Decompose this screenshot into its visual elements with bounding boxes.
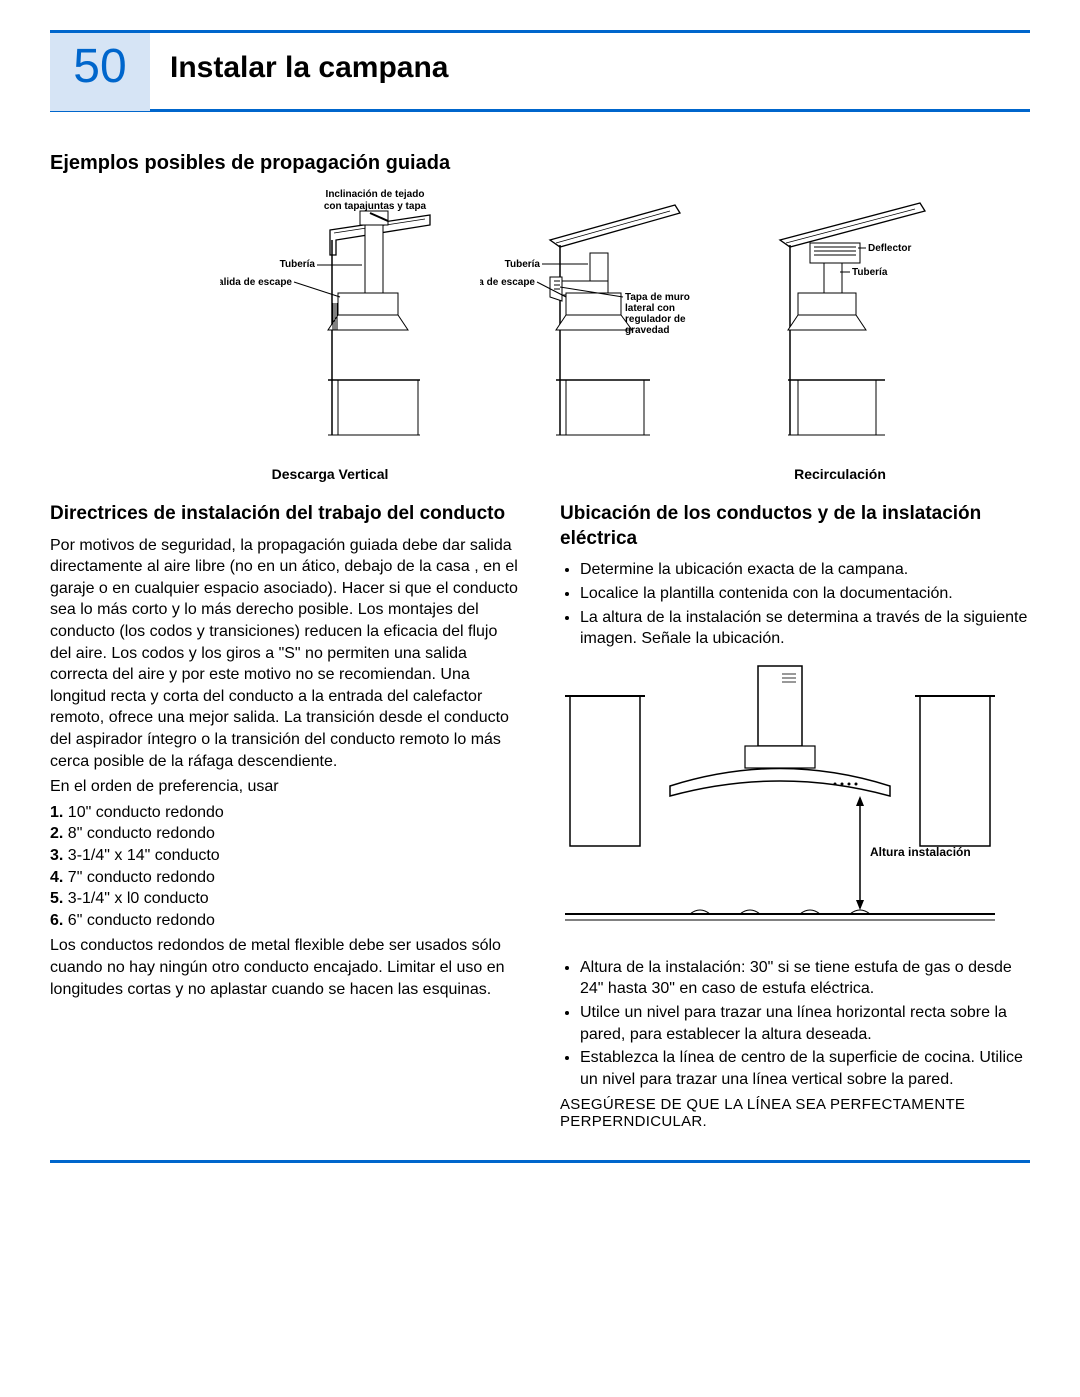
svg-text:Tapa de muro: Tapa de muro: [625, 292, 690, 303]
diagram3-caption: Recirculación: [740, 466, 940, 482]
left-para2: Los conductos redondos de metal flexible…: [50, 935, 520, 1000]
two-column-body: Directrices de instalación del trabajo d…: [50, 502, 1030, 1130]
list-text: 6" conducto redondo: [68, 912, 215, 929]
svg-text:Tubería: Tubería: [852, 267, 888, 278]
svg-text:lateral con: lateral con: [625, 303, 675, 314]
right-column: Ubicación de los conductos y de la insla…: [560, 502, 1030, 1130]
svg-text:Inclinación de tejado: Inclinación de tejado: [326, 189, 425, 200]
list-item: 5. 3-1/4" x l0 conducto: [50, 888, 520, 910]
bullet-item: Localice la plantilla contenida con la d…: [580, 583, 1030, 605]
left-heading: Directrices de instalación del trabajo d…: [50, 502, 520, 527]
list-text: 3-1/4" x 14" conducto: [68, 847, 220, 864]
diagram-recirc-svg: Deflector Tubería: [740, 185, 940, 455]
list-item: 6. 6" conducto redondo: [50, 910, 520, 932]
list-text: 8" conducto redondo: [68, 825, 215, 842]
manual-page: 50 Instalar la campana Ejemplos posibles…: [0, 0, 1080, 1203]
svg-text:Tubería: Tubería: [505, 259, 541, 270]
svg-text:Deflector: Deflector: [868, 243, 911, 254]
diagram-wallcap-svg: Tubería Salida de escape Tapa de muro la…: [480, 185, 700, 455]
diagram1-caption: Descarga Vertical: [220, 466, 440, 482]
list-item: 3. 3-1/4" x 14" conducto: [50, 845, 520, 867]
left-para1: Por motivos de seguridad, la propagación…: [50, 535, 520, 773]
bullet-item: Determine la ubicación exacta de la camp…: [580, 559, 1030, 581]
bullet-item: La altura de la instalación se determina…: [580, 607, 1030, 650]
bullet-item: Utilce un nivel para trazar una línea ho…: [580, 1002, 1030, 1045]
warning-note: ASEGÚRESE DE QUE LA LÍNEA SEA PERFECTAME…: [560, 1096, 1030, 1130]
list-item: 1. 10" conducto redondo: [50, 802, 520, 824]
svg-text:Tubería: Tubería: [280, 259, 316, 270]
diagram-recirc: Deflector Tubería Recirculación: [740, 185, 940, 482]
diagram-wallcap: Tubería Salida de escape Tapa de muro la…: [480, 185, 700, 482]
svg-text:Salida de escape: Salida de escape: [480, 277, 535, 288]
height-diagram: Altura instalación: [560, 656, 1000, 946]
bullet-item: Establezca la línea de centro de la supe…: [580, 1047, 1030, 1090]
content-area: Ejemplos posibles de propagación guiada …: [50, 112, 1030, 1130]
preference-list: 1. 10" conducto redondo 2. 8" conducto r…: [50, 802, 520, 932]
svg-text:Salida de escape: Salida de escape: [220, 277, 292, 288]
svg-text:gravedad: gravedad: [625, 325, 669, 336]
svg-text:con tapajuntas y tapa: con tapajuntas y tapa: [324, 201, 427, 212]
bullets-2: Altura de la instalación: 30" si se tien…: [560, 957, 1030, 1091]
bullet-item: Altura de la instalación: 30" si se tien…: [580, 957, 1030, 1000]
list-item: 2. 8" conducto redondo: [50, 823, 520, 845]
list-text: 7" conducto redondo: [68, 869, 215, 886]
page-title: Instalar la campana: [150, 33, 1030, 85]
page-header: 50 Instalar la campana: [50, 33, 1030, 111]
right-heading: Ubicación de los conductos y de la insla…: [560, 502, 1030, 551]
diagram-vertical: Inclinación de tejado con tapajuntas y t…: [220, 185, 440, 482]
svg-text:Altura instalación: Altura instalación: [870, 845, 971, 859]
section1-heading: Ejemplos posibles de propagación guiada: [50, 152, 1030, 175]
footer-rule: [50, 1160, 1030, 1163]
bullets-1: Determine la ubicación exacta de la camp…: [560, 559, 1030, 649]
pref-intro: En el orden de preferencia, usar: [50, 776, 520, 798]
page-number: 50: [50, 33, 150, 111]
list-text: 3-1/4" x l0 conducto: [68, 890, 209, 907]
list-item: 4. 7" conducto redondo: [50, 867, 520, 889]
svg-text:regulador de: regulador de: [625, 314, 686, 325]
diagram-row: Inclinación de tejado con tapajuntas y t…: [50, 185, 1030, 482]
list-text: 10" conducto redondo: [68, 804, 224, 821]
diagram-vertical-svg: Inclinación de tejado con tapajuntas y t…: [220, 185, 440, 455]
left-column: Directrices de instalación del trabajo d…: [50, 502, 520, 1130]
